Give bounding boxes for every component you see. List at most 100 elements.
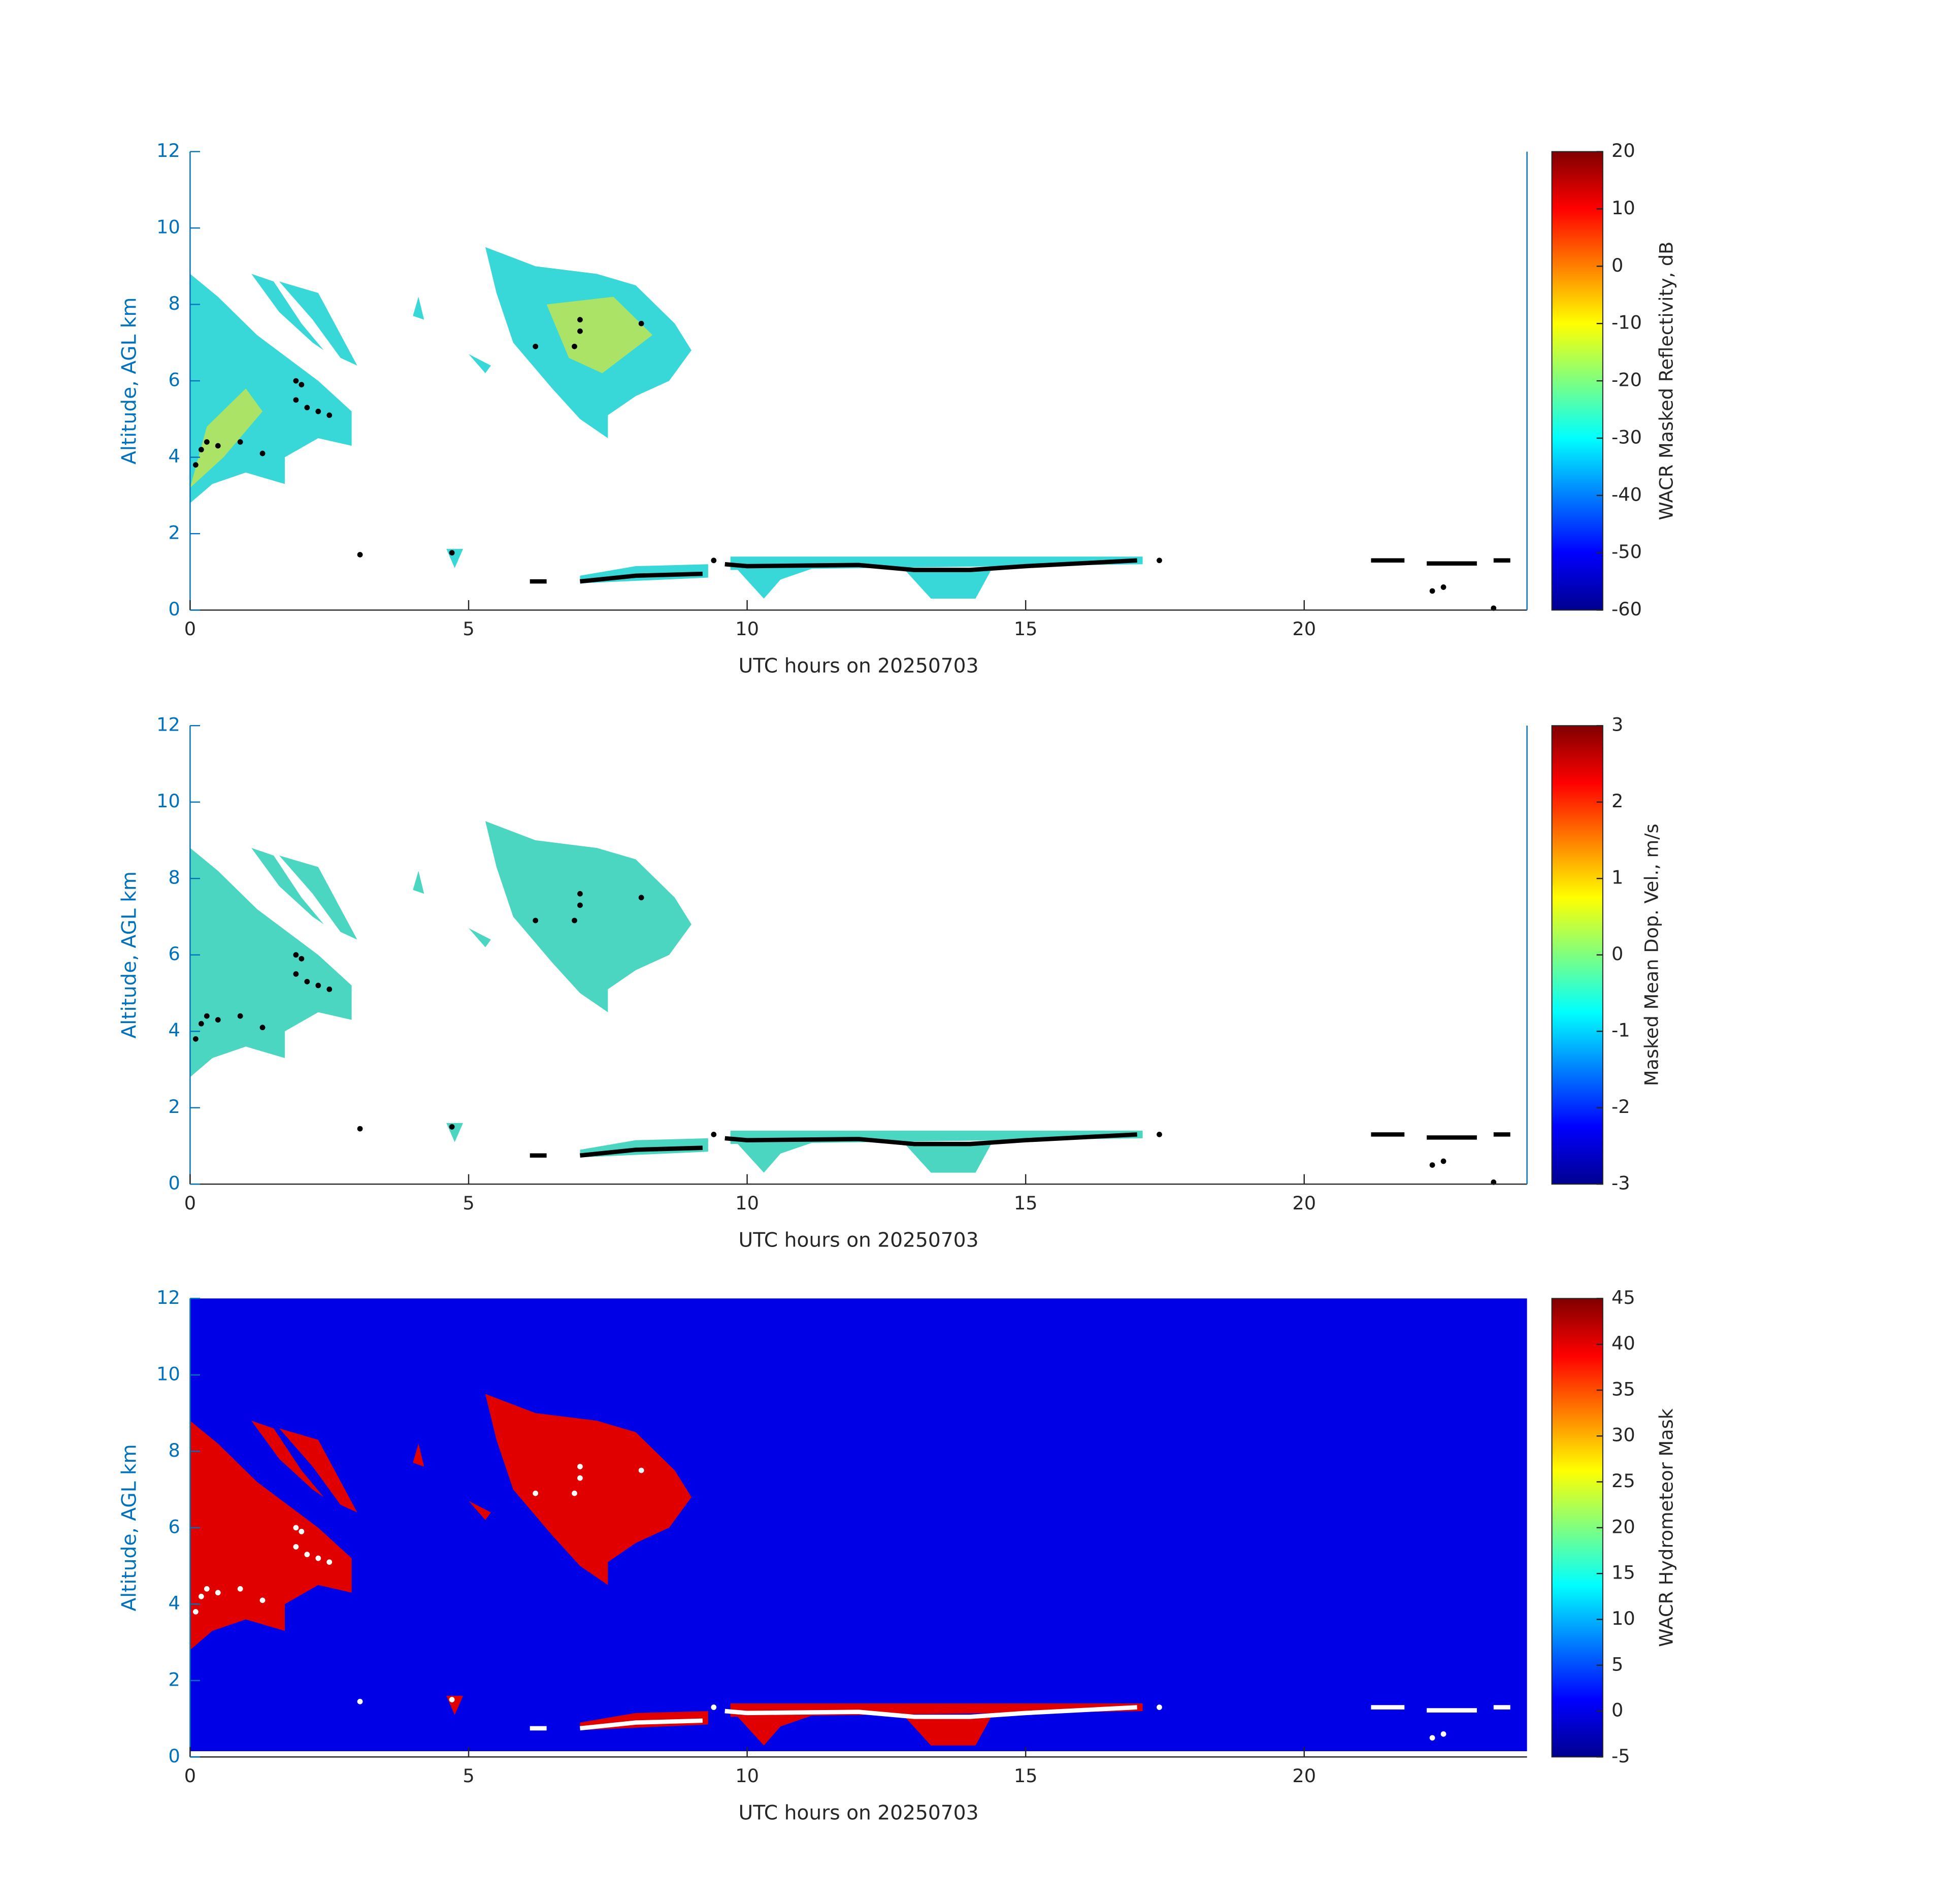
colorbar-tick-label: 10 xyxy=(1611,1607,1635,1629)
cloud-base-dot xyxy=(326,1559,333,1565)
x-tick-label: 20 xyxy=(1292,1765,1316,1787)
cloud-base-dot xyxy=(326,412,333,418)
x-tick-label: 5 xyxy=(463,618,474,640)
y-tick-label: 12 xyxy=(156,140,180,161)
colorbar-tick-label: 0 xyxy=(1611,1699,1623,1721)
colorbar-tick-label: 3 xyxy=(1611,714,1623,736)
y-axis-label: Altitude, AGL km xyxy=(118,297,141,464)
echo-region xyxy=(279,1428,357,1513)
cloud-base-dot xyxy=(315,1555,321,1561)
colorbar xyxy=(1551,725,1603,1185)
cloud-base-dot xyxy=(237,1013,243,1019)
cloud-base-dot xyxy=(299,382,305,387)
y-tick-label: 12 xyxy=(156,1287,180,1308)
cloud-base-dot xyxy=(215,1017,221,1023)
y-axis-label: Altitude, AGL km xyxy=(118,1444,141,1611)
cloud-base-dot xyxy=(1440,584,1446,590)
echo-region xyxy=(251,847,324,925)
cloud-base-dot xyxy=(577,1464,583,1469)
echo-region xyxy=(413,1443,424,1467)
colorbar-tick-label: 40 xyxy=(1611,1332,1635,1354)
colorbar-tick-label: -60 xyxy=(1611,598,1642,620)
mask-background xyxy=(190,1298,1527,1752)
echo-region xyxy=(903,568,993,599)
x-tick-label: 20 xyxy=(1292,618,1316,640)
cloud-base-dot xyxy=(638,895,644,901)
cloud-base-dot xyxy=(215,1590,221,1596)
colorbar-label: Masked Mean Dop. Vel., m/s xyxy=(1640,824,1662,1086)
cloud-base-dot xyxy=(237,439,243,445)
colorbar-tick-label: -30 xyxy=(1611,426,1642,448)
y-tick-label: 6 xyxy=(169,943,180,965)
cloud-base-line xyxy=(725,558,1137,572)
y-tick-label: 8 xyxy=(169,292,180,314)
cloud-base-dot xyxy=(1157,557,1162,564)
cloud-base-dot xyxy=(204,1013,210,1019)
cloud-base-dot xyxy=(572,917,577,924)
cloud-base-dot xyxy=(215,443,221,449)
echo-region xyxy=(469,1501,491,1520)
cloud-base-dot xyxy=(315,408,321,414)
colorbar-tick-label: 15 xyxy=(1611,1562,1635,1584)
panel: 0 5 10 15 20 0 2 4 6 8 10 12 UTC hours on 20250703 Al… xyxy=(118,1287,1677,1825)
cloud-base-dot xyxy=(304,405,310,411)
colorbar-tick-label: 2 xyxy=(1611,790,1623,812)
echo-region xyxy=(190,274,352,503)
colorbar-tick-label: -5 xyxy=(1611,1745,1630,1767)
cloud-base-dot xyxy=(259,1597,266,1603)
x-tick-label: 10 xyxy=(735,1192,759,1214)
cloud-base-dot xyxy=(449,1124,455,1130)
echo-region xyxy=(736,1715,814,1746)
colorbar-tick-label: 45 xyxy=(1611,1287,1635,1308)
colorbar xyxy=(1551,1298,1603,1758)
echo-core xyxy=(546,297,653,374)
colorbar-tick-label: -10 xyxy=(1611,312,1642,334)
cloud-base-dot xyxy=(572,1490,577,1496)
echo-region xyxy=(190,847,352,1077)
colorbar-tick-label: 35 xyxy=(1611,1378,1635,1400)
cloud-base-dot xyxy=(711,1704,717,1710)
x-axis-label: UTC hours on 20250703 xyxy=(739,1801,979,1824)
colorbar-tick-label: -20 xyxy=(1611,369,1642,391)
colorbar xyxy=(1551,151,1603,611)
colorbar-tick-label: 20 xyxy=(1611,140,1635,161)
echo-region xyxy=(446,549,464,568)
x-tick-label: 15 xyxy=(1014,618,1038,640)
cloud-base-dot xyxy=(293,971,299,977)
y-tick-label: 6 xyxy=(169,369,180,391)
x-axis-label: UTC hours on 20250703 xyxy=(739,655,979,678)
cloud-base-dot xyxy=(533,1490,539,1496)
colorbar-tick-label: -40 xyxy=(1611,483,1642,505)
echo-core xyxy=(190,388,263,488)
cloud-base-dot xyxy=(577,1475,583,1481)
cloud-base-dot xyxy=(638,1467,644,1473)
y-tick-label: 0 xyxy=(169,598,180,620)
cloud-base-dot xyxy=(293,1525,299,1531)
cloud-base-dot xyxy=(1429,1162,1435,1168)
y-tick-label: 2 xyxy=(169,1668,180,1690)
echo-region xyxy=(190,1421,352,1650)
colorbar-tick-label: 25 xyxy=(1611,1470,1635,1492)
echo-region xyxy=(413,871,424,894)
cloud-base-dot xyxy=(293,952,299,958)
cloud-base-dot xyxy=(357,1698,363,1704)
y-tick-label: 12 xyxy=(156,714,180,736)
echo-region xyxy=(446,1123,464,1142)
y-tick-label: 10 xyxy=(156,1363,180,1385)
cloud-base-dot xyxy=(449,1697,455,1702)
cloud-base-dot xyxy=(193,462,199,468)
echo-region xyxy=(251,274,324,350)
x-tick-label: 15 xyxy=(1014,1192,1038,1214)
y-tick-label: 2 xyxy=(169,1096,180,1118)
cloud-base-line xyxy=(580,571,703,584)
colorbar-tick-label: 5 xyxy=(1611,1653,1623,1675)
echo-region xyxy=(903,1142,993,1173)
y-tick-label: 8 xyxy=(169,867,180,889)
x-tick-label: 5 xyxy=(463,1192,474,1214)
colorbar-tick-label: 20 xyxy=(1611,1516,1635,1537)
y-tick-label: 4 xyxy=(169,1592,180,1614)
x-tick-label: 15 xyxy=(1014,1765,1038,1787)
cloud-base-dot xyxy=(1440,1731,1446,1737)
cloud-base-dot xyxy=(198,1593,204,1599)
